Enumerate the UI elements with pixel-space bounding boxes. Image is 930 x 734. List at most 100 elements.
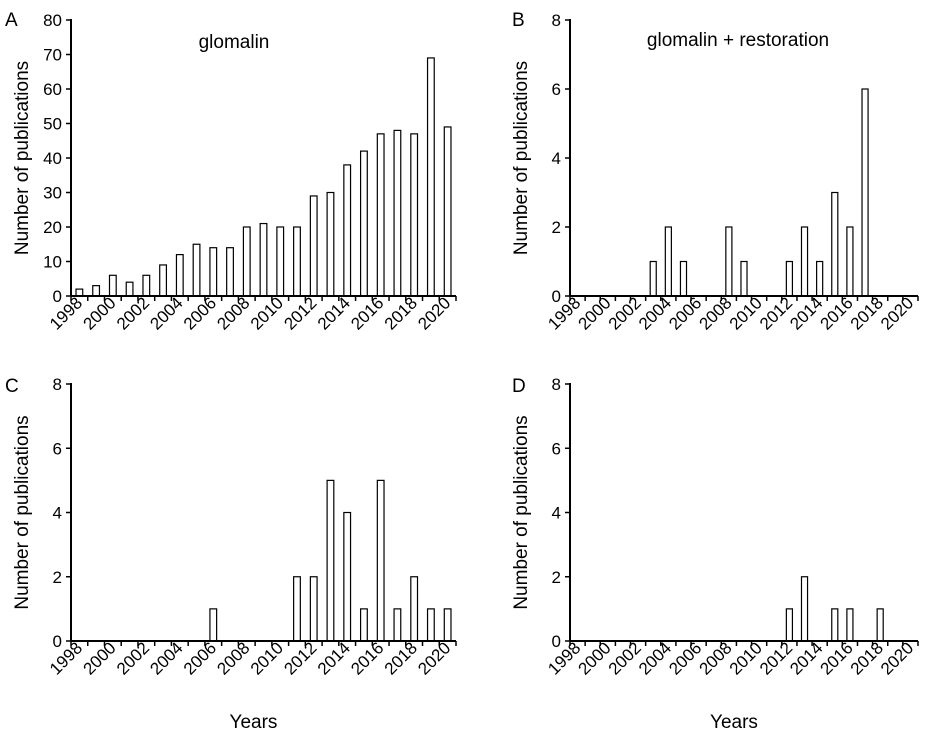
bar-2012 (309, 195, 318, 297)
bar-2006 (209, 608, 218, 642)
x-tick-label: 2016 (347, 638, 387, 678)
y-tick-label: 4 (552, 504, 561, 523)
y-tick-label: 6 (552, 80, 561, 99)
x-tick-label: 2006 (665, 293, 705, 333)
bar-2018 (410, 576, 419, 642)
x-tick-label: 2008 (213, 638, 253, 678)
y-tick-label: 2 (53, 568, 62, 587)
bar-2002 (142, 274, 151, 297)
bar-2012 (785, 608, 794, 642)
bar-2019 (426, 608, 435, 642)
y-tick-label: 40 (43, 149, 62, 168)
x-tick-label: 2008 (696, 293, 736, 333)
bar-2005 (679, 260, 688, 297)
bar-2013 (326, 191, 335, 297)
bar-2011 (293, 226, 301, 297)
y-tick-label: 6 (53, 439, 62, 458)
x-tick-label: 2008 (213, 293, 253, 333)
panel-letter: A (5, 10, 18, 31)
panel-letter: C (5, 376, 19, 397)
x-tick-label: 2012 (280, 293, 320, 333)
bar-2015 (359, 608, 368, 642)
x-tick-label: 2016 (347, 293, 387, 333)
x-tick-label: 2014 (786, 293, 826, 333)
x-axis-label: Years (710, 712, 758, 733)
bar-2014 (816, 260, 824, 297)
x-tick-label: 2004 (146, 638, 186, 678)
y-tick-label: 8 (552, 11, 561, 30)
x-tick-label: 2002 (113, 638, 153, 678)
bar-2010 (276, 226, 285, 297)
panel-letter: B (512, 10, 525, 31)
bar-2004 (175, 254, 184, 297)
x-tick-label: 2000 (79, 293, 119, 333)
bar-2017 (393, 129, 402, 297)
x-tick-label: 2002 (113, 293, 153, 333)
bar-2008 (242, 226, 251, 297)
bar-2020 (443, 126, 452, 297)
bar-2005 (192, 243, 201, 297)
y-tick-label: 60 (43, 80, 62, 99)
x-tick-label: 2012 (280, 638, 320, 678)
x-tick-label: 2012 (756, 293, 796, 333)
bar-2014 (343, 164, 352, 297)
x-tick-label: 1998 (544, 638, 584, 678)
x-tick-label: 2006 (180, 293, 220, 333)
y-tick-label: 70 (43, 46, 62, 65)
chart-panel-d: D Number of publications 0 2 4 6 8 199820002002… (511, 375, 919, 733)
x-tick-label: 2014 (786, 638, 826, 678)
y-axis-label: Number of publications (511, 415, 532, 609)
x-tick-label: 2000 (574, 638, 614, 678)
x-tick-label: 2016 (817, 638, 857, 678)
bar-2003 (159, 264, 168, 297)
bar-2004 (664, 226, 672, 297)
x-tick-label: 2010 (726, 293, 766, 333)
bar-2011 (293, 576, 301, 642)
y-tick-label: 0 (552, 632, 561, 651)
bar-2017 (861, 88, 869, 297)
x-tick-label: 2018 (381, 293, 421, 333)
x-tick-label: 2006 (180, 638, 220, 678)
y-tick-label: 6 (552, 439, 561, 458)
x-tick-label: 2018 (381, 638, 421, 678)
x-axis-label: Years (230, 712, 278, 733)
x-tick-label: 2004 (146, 293, 186, 333)
x-tick-label: 2018 (847, 293, 887, 333)
y-axis-label: Number of publications (12, 415, 33, 609)
chart-title: glomalin + restoration (647, 30, 829, 51)
bar-2017 (393, 608, 402, 642)
bar-2009 (259, 222, 268, 297)
y-tick-label: 30 (43, 184, 62, 203)
x-tick-label: 1998 (544, 293, 584, 333)
y-axis-label: Number of publications (511, 61, 532, 255)
y-tick-label: 2 (552, 218, 561, 237)
bar-2007 (226, 247, 234, 297)
x-tick-label: 2004 (635, 293, 675, 333)
bar-2000 (108, 274, 117, 297)
x-tick-label: 2014 (314, 293, 354, 333)
panel-letter: D (512, 376, 526, 397)
y-tick-label: 0 (53, 632, 62, 651)
bar-2018 (876, 608, 884, 642)
bar-2016 (376, 479, 385, 642)
y-tick-label: 4 (53, 504, 62, 523)
x-tick-label: 2020 (414, 638, 454, 678)
bar-2016 (846, 226, 854, 297)
x-tick-label: 2010 (247, 638, 287, 678)
bar-2013 (326, 479, 335, 642)
bar-2001 (125, 281, 134, 297)
x-tick-label: 2010 (726, 638, 766, 678)
x-tick-label: 2008 (696, 638, 736, 678)
bar-1998 (75, 288, 84, 297)
y-tick-label: 20 (43, 218, 62, 237)
x-tick-label: 2002 (605, 293, 645, 333)
y-tick-label: 2 (552, 568, 561, 587)
x-tick-label: 2020 (414, 293, 454, 333)
bar-2014 (343, 511, 352, 642)
x-tick-label: 2020 (877, 638, 917, 678)
bar-2009 (740, 260, 748, 297)
bar-2013 (800, 226, 809, 297)
